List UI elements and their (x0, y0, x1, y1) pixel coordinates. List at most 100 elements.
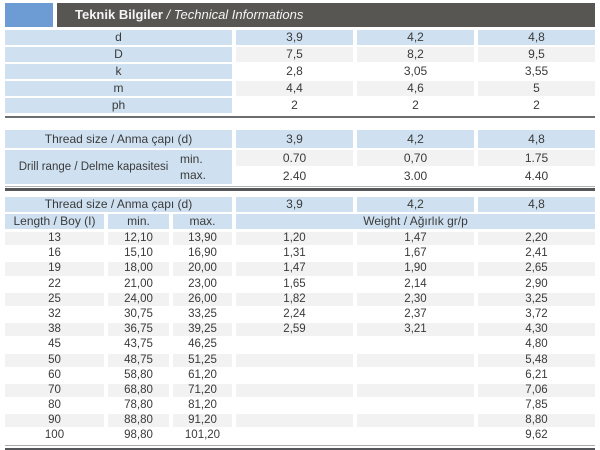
table-cell (236, 383, 353, 398)
table-cell: 81,20 (173, 399, 232, 413)
section-title-english: Technical Informations (173, 7, 304, 22)
section-title-bar: Teknik Bilgiler / Technical Informations (57, 3, 595, 27)
section-title-turkish: Teknik Bilgiler (75, 7, 163, 22)
drill-range-grid: Drill range / Delme kapasitesi min. max.… (5, 150, 595, 184)
table-cell: 60 (5, 368, 104, 382)
table-cell (357, 338, 474, 352)
table-cell (236, 353, 353, 367)
spec-table-row: D 7,5 8,2 9,5 (5, 47, 595, 62)
table-cell: 15,10 (108, 247, 169, 261)
table-cell: 91,20 (173, 414, 232, 428)
table-cell: 1,20 (236, 232, 353, 246)
table-cell: 98,80 (108, 429, 169, 443)
max-label: max. (180, 168, 207, 182)
thread-size-value: 4,8 (478, 197, 595, 212)
table-cell: 71,20 (173, 383, 232, 398)
table-cell: 90 (5, 414, 104, 428)
table-cell: D (5, 47, 232, 62)
thread-size-label: Thread size / Anma çapı (d) (5, 130, 232, 148)
table-cell: 2,14 (357, 277, 474, 291)
length-weight-table: Thread size / Anma çapı (d) 3,9 4,2 4,8 … (5, 197, 595, 450)
thread-size-value: 4,2 (357, 197, 474, 212)
table-cell: 4,2 (357, 30, 474, 45)
table-cell: 3,72 (478, 307, 595, 322)
table-cell (357, 383, 474, 398)
brand-blue-square (5, 3, 53, 27)
dimension-spec-table: d 3,9 4,2 4,8 D 7,5 8,2 9,5 k 2,8 3,05 3,55 m 4,4 4,6 5… (5, 30, 595, 113)
length-weight-row: 60 58,80 61,20 6,21 (5, 368, 595, 382)
table-cell (357, 399, 474, 413)
table-cell (357, 414, 474, 428)
table-cell: 70 (5, 383, 104, 398)
length-weight-row: 90 88,80 91,20 8,80 (5, 414, 595, 428)
page-header: Teknik Bilgiler / Technical Informations (5, 3, 595, 27)
thread-size-value: 3,9 (236, 197, 353, 212)
table-cell: 13 (5, 232, 104, 246)
table-cell: 48,75 (108, 353, 169, 367)
table-cell: 8,80 (478, 414, 595, 428)
table-cell: 19 (5, 262, 104, 276)
table-cell (236, 414, 353, 428)
table-cell: 4,8 (478, 30, 595, 45)
table-cell: 101,20 (173, 429, 232, 443)
table-cell: 51,25 (173, 353, 232, 367)
table-cell: 21,00 (108, 277, 169, 291)
length-weight-rows: 13 12,10 13,90 1,20 1,47 2,20 16 15,10 16,90 1,31… (5, 232, 595, 443)
table-cell: 23,00 (173, 277, 232, 291)
table-cell: 1,65 (236, 277, 353, 291)
table-cell: d (5, 30, 232, 45)
table-cell: 7,06 (478, 383, 595, 398)
thread-size-value: 4,2 (357, 130, 474, 148)
length-weight-header-row: Length / Boy (I) min. max. Weight / Ağır… (5, 214, 595, 229)
table-cell: 43,75 (108, 338, 169, 352)
table-cell: 1,67 (357, 247, 474, 261)
table-cell: 16,90 (173, 247, 232, 261)
thread-size-value: 3,9 (236, 130, 353, 148)
table-cell: 9,62 (478, 429, 595, 443)
length-weight-row: 16 15,10 16,90 1,31 1,67 2,41 (5, 247, 595, 261)
length-weight-row: 100 98,80 101,20 9,62 (5, 429, 595, 443)
length-column-header: Length / Boy (I) (5, 214, 104, 229)
length-weight-row: 50 48,75 51,25 5,48 (5, 353, 595, 367)
divider-line (5, 444, 595, 446)
length-weight-row: 70 68,80 71,20 7,06 (5, 383, 595, 398)
table-cell: 2,37 (357, 307, 474, 322)
length-weight-row: 13 12,10 13,90 1,20 1,47 2,20 (5, 232, 595, 246)
section-title-separator: / (162, 7, 174, 22)
table-cell: 18,00 (108, 262, 169, 276)
length-weight-row: 45 43,75 46,25 4,80 (5, 338, 595, 352)
thread-size-row: Thread size / Anma çapı (d) 3,9 4,2 4,8 (5, 197, 595, 212)
table-cell (236, 399, 353, 413)
table-cell: 6,21 (478, 368, 595, 382)
drill-range-table: Thread size / Anma çapı (d) 3,9 4,2 4,8 … (5, 130, 595, 191)
max-column-header: max. (173, 214, 232, 229)
table-cell: 78,80 (108, 399, 169, 413)
table-cell: 38 (5, 323, 104, 337)
table-cell: 61,20 (173, 368, 232, 382)
length-weight-row: 25 24,00 26,00 1,82 2,30 3,25 (5, 292, 595, 306)
drill-max-value: 2.40 (236, 168, 353, 184)
drill-range-label-cell: Drill range / Delme kapasitesi min. max. (5, 150, 232, 184)
table-cell: 45 (5, 338, 104, 352)
table-cell: 80 (5, 399, 104, 413)
table-cell: 88,80 (108, 414, 169, 428)
spec-table-row: ph 2 2 2 (5, 98, 595, 113)
table-cell: 2,41 (478, 247, 595, 261)
drill-min-value: 1.75 (478, 150, 595, 166)
table-cell: 58,80 (108, 368, 169, 382)
table-cell: 2,24 (236, 307, 353, 322)
divider-line-thick (5, 188, 595, 191)
table-cell (357, 429, 474, 443)
table-cell: 7,85 (478, 399, 595, 413)
table-cell: 1,47 (357, 232, 474, 246)
divider-line (5, 116, 595, 118)
table-cell: 4,6 (357, 81, 474, 96)
min-max-labels: min. max. (180, 150, 232, 184)
table-cell: 2 (478, 98, 595, 113)
table-cell: 39,25 (173, 323, 232, 337)
table-cell: 3,55 (478, 64, 595, 79)
table-cell: 26,00 (173, 292, 232, 306)
table-cell: 22 (5, 277, 104, 291)
weight-column-header: Weight / Ağırlık gr/p (236, 214, 595, 229)
table-cell (357, 368, 474, 382)
